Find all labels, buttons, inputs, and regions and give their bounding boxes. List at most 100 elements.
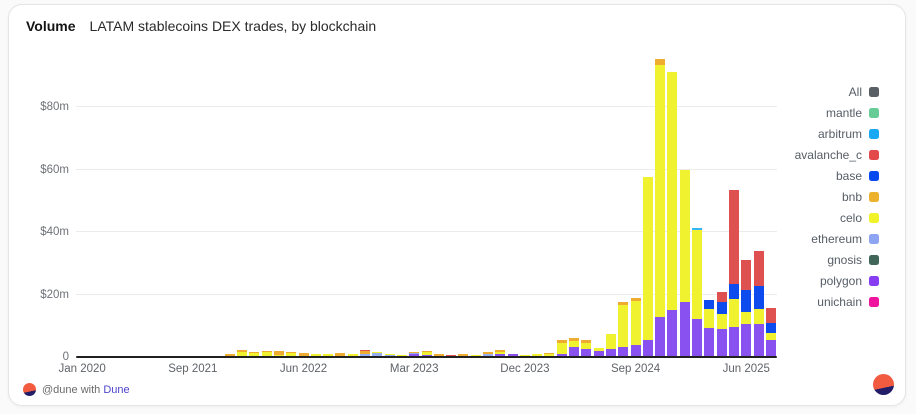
stacked-bar[interactable] [728, 189, 739, 356]
bar-segment-bnb[interactable] [286, 351, 297, 354]
legend-item-ethereum[interactable]: ethereum [795, 232, 879, 246]
bar-segment-celo[interactable] [667, 72, 678, 311]
stacked-bar[interactable] [421, 351, 432, 356]
stacked-bar[interactable] [372, 351, 383, 356]
bar-segment-base[interactable] [704, 300, 715, 310]
bar-segment-polygon[interactable] [605, 348, 616, 356]
bar-segment-avalanche_c[interactable] [753, 250, 764, 287]
bar-segment-polygon[interactable] [765, 340, 776, 356]
stacked-bar[interactable] [692, 228, 703, 356]
bar-segment-celo[interactable] [741, 312, 752, 324]
bar-segment-bnb[interactable] [249, 351, 260, 353]
bar-segment-base[interactable] [753, 286, 764, 310]
stacked-bar[interactable] [605, 334, 616, 356]
bar-segment-polygon[interactable] [630, 345, 641, 356]
bar-segment-polygon[interactable] [421, 354, 432, 356]
bar-segment-polygon[interactable] [642, 340, 653, 356]
stacked-bar[interactable] [310, 354, 321, 356]
bar-segment-polygon[interactable] [692, 319, 703, 356]
bar-segment-bnb[interactable] [630, 298, 641, 302]
bar-segment-celo[interactable] [618, 305, 629, 348]
bar-segment-celo[interactable] [655, 64, 666, 318]
bar-segment-polygon[interactable] [409, 354, 420, 356]
bar-segment-ethereum[interactable] [384, 354, 395, 356]
stacked-bar[interactable] [655, 58, 666, 356]
legend-item-avalanche_c[interactable]: avalanche_c [795, 148, 879, 162]
bar-segment-polygon[interactable] [556, 353, 567, 356]
stacked-bar[interactable] [642, 176, 653, 356]
stacked-bar[interactable] [495, 350, 506, 356]
bar-segment-celo[interactable] [679, 170, 690, 303]
stacked-bar[interactable] [261, 351, 272, 356]
bar-segment-celo[interactable] [630, 301, 641, 346]
stacked-bar[interactable] [433, 354, 444, 356]
stacked-bar[interactable] [618, 302, 629, 356]
stacked-bar[interactable] [667, 72, 678, 356]
stacked-bar[interactable] [630, 298, 641, 356]
bar-segment-polygon[interactable] [679, 302, 690, 356]
bar-segment-ethereum[interactable] [360, 353, 370, 356]
stacked-bar[interactable] [323, 353, 334, 356]
stacked-bar[interactable] [384, 353, 395, 356]
bar-segment-celo[interactable] [323, 353, 334, 356]
stacked-bar[interactable] [224, 353, 235, 356]
bar-segment-base[interactable] [716, 302, 727, 315]
bar-segment-bnb[interactable] [224, 353, 235, 356]
stacked-bar[interactable] [237, 349, 248, 356]
bar-segment-bnb[interactable] [581, 339, 592, 343]
bar-segment-polygon[interactable] [655, 317, 666, 356]
bar-segment-celo[interactable] [556, 342, 567, 354]
stacked-bar[interactable] [409, 351, 420, 356]
bar-segment-celo[interactable] [310, 354, 321, 356]
stacked-bar[interactable] [507, 353, 518, 356]
bar-segment-bnb[interactable] [458, 353, 469, 356]
bar-segment-celo[interactable] [286, 353, 297, 356]
stacked-bar[interactable] [396, 354, 407, 356]
bar-segment-celo[interactable] [692, 229, 703, 320]
legend-item-mantle[interactable]: mantle [795, 106, 879, 120]
bar-segment-polygon[interactable] [581, 348, 592, 356]
bar-segment-celo[interactable] [728, 298, 739, 327]
stacked-bar[interactable] [556, 339, 567, 356]
bar-segment-polygon[interactable] [728, 326, 739, 356]
bar-segment-celo[interactable] [273, 354, 284, 356]
stacked-bar[interactable] [286, 351, 297, 356]
bar-segment-bnb[interactable] [495, 350, 506, 352]
stacked-bar[interactable] [458, 353, 469, 356]
bar-segment-bnb[interactable] [237, 349, 248, 352]
stacked-bar[interactable] [273, 351, 284, 356]
bar-segment-celo[interactable] [421, 352, 432, 355]
bar-segment-celo[interactable] [765, 333, 776, 341]
stacked-bar[interactable] [482, 352, 493, 356]
stacked-bar[interactable] [581, 339, 592, 356]
bar-segment-celo[interactable] [347, 354, 358, 356]
stacked-bar[interactable] [360, 349, 370, 356]
bar-segment-polygon[interactable] [495, 353, 506, 356]
bar-segment-polygon[interactable] [704, 328, 715, 356]
stacked-bar[interactable] [519, 354, 530, 356]
stacked-bar[interactable] [249, 351, 260, 356]
bar-segment-ethereum[interactable] [409, 353, 420, 355]
bar-segment-bnb[interactable] [618, 302, 629, 306]
legend-item-base[interactable]: base [795, 169, 879, 183]
bar-segment-celo[interactable] [753, 309, 764, 325]
bar-segment-celo[interactable] [569, 340, 580, 347]
bar-segment-avalanche_c[interactable] [716, 292, 727, 303]
stacked-bar[interactable] [716, 292, 727, 356]
bar-segment-celo[interactable] [704, 309, 715, 329]
stacked-bar[interactable] [347, 354, 358, 356]
stacked-bar[interactable] [335, 353, 346, 356]
bar-segment-celo[interactable] [544, 354, 555, 356]
bar-segment-avalanche_c[interactable] [360, 349, 370, 351]
bar-segment-bnb[interactable] [655, 58, 666, 65]
legend-item-celo[interactable]: celo [795, 211, 879, 225]
bar-segment-celo[interactable] [593, 347, 604, 351]
legend-item-bnb[interactable]: bnb [795, 190, 879, 204]
bar-segment-celo[interactable] [495, 351, 506, 354]
bar-segment-bnb[interactable] [298, 352, 309, 356]
bar-segment-base[interactable] [741, 290, 752, 313]
stacked-bar[interactable] [532, 354, 543, 356]
dune-brand-link[interactable]: Dune [103, 383, 130, 396]
bar-segment-polygon[interactable] [569, 346, 580, 356]
bar-segment-avalanche_c[interactable] [728, 189, 739, 284]
